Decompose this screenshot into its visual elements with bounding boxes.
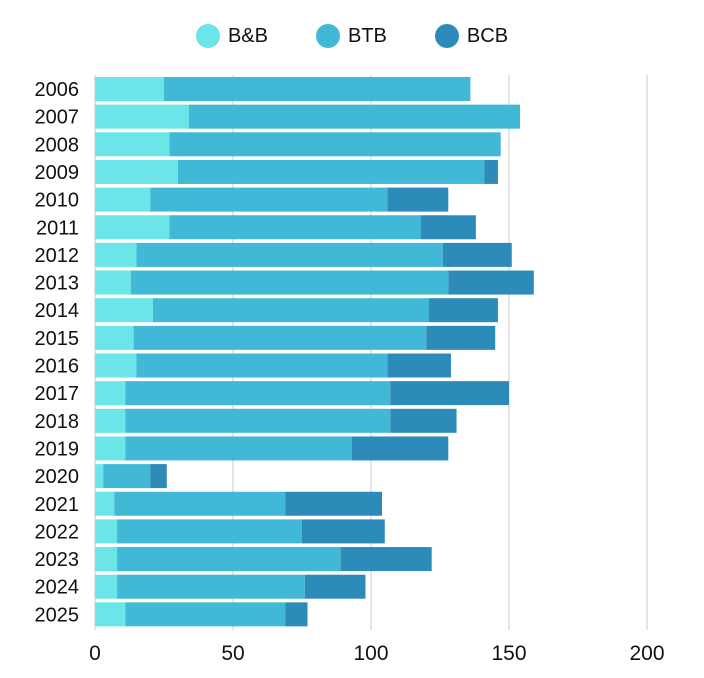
x-tick-label: 200 bbox=[629, 642, 664, 665]
y-tick-label: 2013 bbox=[35, 273, 80, 295]
bar-bcb-2013 bbox=[448, 270, 534, 295]
y-tick-label: 2015 bbox=[35, 328, 80, 350]
bar-bb-2011 bbox=[95, 215, 170, 240]
bar-btb-2010 bbox=[150, 187, 388, 212]
y-tick-label: 2011 bbox=[36, 217, 79, 239]
bar-bcb-2012 bbox=[442, 242, 512, 267]
bar-bb-2010 bbox=[95, 187, 151, 212]
bar-bcb-2014 bbox=[428, 298, 498, 323]
bar-btb-2019 bbox=[125, 436, 352, 461]
bar-bb-2017 bbox=[95, 381, 126, 406]
bar-bcb-2009 bbox=[484, 159, 498, 184]
bar-bb-2013 bbox=[95, 270, 131, 295]
bar-btb-2022 bbox=[117, 519, 302, 544]
bar-bcb-2019 bbox=[351, 436, 449, 461]
bar-bcb-2021 bbox=[285, 491, 383, 516]
y-tick-label: 2020 bbox=[35, 466, 80, 488]
bar-btb-2017 bbox=[125, 381, 391, 406]
legend-swatch bbox=[195, 24, 220, 48]
bar-btb-2020 bbox=[103, 464, 151, 489]
x-tick-label: 150 bbox=[491, 642, 526, 665]
y-tick-label: 2017 bbox=[35, 383, 80, 405]
bar-bb-2014 bbox=[95, 298, 153, 323]
bar-bb-2020 bbox=[95, 464, 104, 489]
bar-btb-2018 bbox=[125, 408, 391, 433]
bar-btb-2012 bbox=[136, 242, 443, 267]
y-tick-label: 2022 bbox=[35, 521, 80, 543]
bar-bb-2007 bbox=[95, 104, 189, 129]
y-tick-label: 2023 bbox=[35, 549, 80, 571]
y-tick-label: 2025 bbox=[35, 604, 80, 626]
legend-label: BCB bbox=[466, 24, 509, 47]
bar-bb-2018 bbox=[95, 408, 126, 433]
bar-btb-2014 bbox=[152, 298, 429, 323]
y-tick-label: 2007 bbox=[35, 107, 80, 129]
bar-bb-2023 bbox=[95, 547, 118, 572]
bar-bb-2021 bbox=[95, 491, 115, 516]
bar-bcb-2025 bbox=[285, 602, 308, 627]
bar-bb-2022 bbox=[95, 519, 118, 544]
y-tick-label: 2009 bbox=[35, 162, 80, 184]
bar-bcb-2024 bbox=[304, 574, 366, 599]
bar-bcb-2018 bbox=[390, 408, 457, 433]
bar-bcb-2010 bbox=[387, 187, 449, 212]
bar-bb-2025 bbox=[95, 602, 126, 627]
legend-label: BTB bbox=[348, 24, 387, 47]
bar-bb-2019 bbox=[95, 436, 126, 461]
x-tick-label: 50 bbox=[221, 642, 244, 665]
bar-bb-2006 bbox=[95, 77, 164, 101]
y-tick-label: 2019 bbox=[35, 438, 80, 460]
legend-swatch bbox=[316, 24, 340, 48]
bar-bb-2016 bbox=[95, 353, 137, 378]
bar-btb-2008 bbox=[169, 132, 501, 157]
bar-bcb-2023 bbox=[340, 547, 432, 572]
y-tick-label: 2012 bbox=[35, 245, 80, 267]
legend-label: B&B bbox=[227, 24, 268, 47]
x-tick-label: 0 bbox=[89, 642, 101, 665]
bar-bcb-2017 bbox=[390, 381, 509, 406]
y-tick-label: 2021 bbox=[35, 494, 80, 516]
bar-btb-2016 bbox=[136, 353, 388, 378]
bar-bcb-2020 bbox=[150, 464, 167, 489]
bar-bb-2015 bbox=[95, 325, 134, 350]
legend-swatch bbox=[434, 24, 459, 48]
bar-bcb-2015 bbox=[426, 325, 496, 350]
bar-btb-2006 bbox=[164, 77, 471, 101]
bar-btb-2007 bbox=[188, 104, 521, 129]
y-tick-label: 2008 bbox=[35, 134, 80, 156]
bar-btb-2024 bbox=[117, 574, 305, 599]
legend: B&B BTB BCB bbox=[0, 24, 704, 48]
bar-btb-2011 bbox=[169, 215, 421, 240]
bar-bb-2024 bbox=[95, 574, 118, 599]
bar-bb-2009 bbox=[95, 159, 178, 184]
bar-bb-2012 bbox=[95, 242, 137, 267]
bar-bcb-2011 bbox=[420, 215, 476, 240]
bar-bcb-2022 bbox=[302, 519, 385, 544]
x-tick-label: 100 bbox=[353, 642, 388, 665]
y-tick-label: 2024 bbox=[35, 577, 80, 599]
bar-btb-2023 bbox=[117, 547, 341, 572]
bar-btb-2021 bbox=[114, 491, 286, 516]
legend-item: BCB bbox=[434, 24, 509, 48]
bar-btb-2015 bbox=[133, 325, 427, 350]
y-tick-label: 2018 bbox=[35, 411, 80, 433]
y-tick-label: 2010 bbox=[35, 190, 80, 212]
legend-item: B&B bbox=[195, 24, 268, 48]
bar-btb-2009 bbox=[177, 159, 485, 184]
bar-bcb-2016 bbox=[387, 353, 452, 378]
bar-bb-2008 bbox=[95, 132, 170, 157]
y-tick-label: 2006 bbox=[35, 79, 80, 101]
y-tick-label: 2016 bbox=[35, 356, 80, 378]
legend-item: BTB bbox=[316, 24, 387, 48]
bar-btb-2025 bbox=[125, 602, 286, 627]
y-tick-label: 2014 bbox=[35, 300, 80, 322]
bar-btb-2013 bbox=[130, 270, 449, 295]
